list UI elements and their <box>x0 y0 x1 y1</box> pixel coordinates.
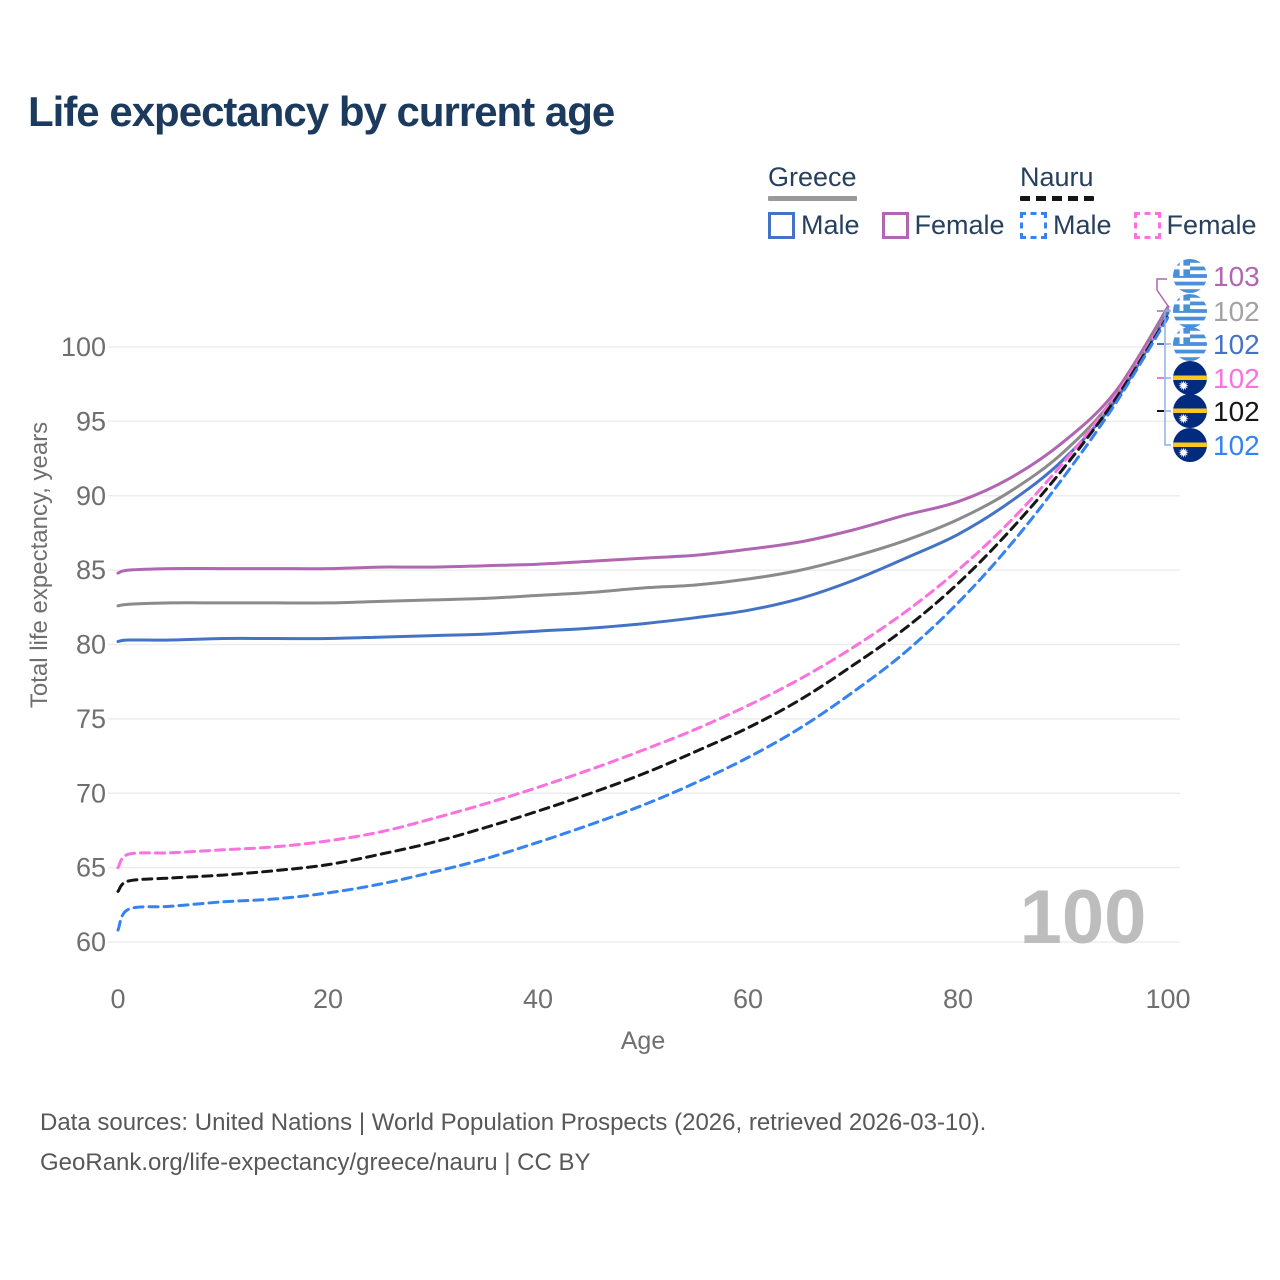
page-title: Life expectancy by current age <box>28 88 615 135</box>
legend-country-greece-label: Greece <box>768 162 857 192</box>
y-axis-title: Total life expectancy, years <box>26 422 53 708</box>
x-tick-label: 60 <box>733 984 763 1014</box>
end-label-value: 102 <box>1213 329 1260 360</box>
legend-group-nauru: Nauru Male Female <box>1020 162 1257 241</box>
y-tick-label: 85 <box>76 555 106 585</box>
nauru-flag-icon <box>1173 428 1207 462</box>
end-label-value: 102 <box>1213 296 1260 327</box>
legend-item-greece-male[interactable]: Male <box>768 210 860 241</box>
legend-item-nauru-female[interactable]: Female <box>1133 210 1257 241</box>
greece-female-label: Female <box>914 210 1005 240</box>
greece-flag-icon <box>1173 294 1207 328</box>
x-tick-label: 80 <box>943 984 973 1014</box>
axis-tick-labels: 60 65 70 75 80 85 90 95 100 0 20 40 60 80 100 <box>61 332 1191 1014</box>
nauru-male-label: Male <box>1053 210 1112 240</box>
end-label-leaders <box>1156 278 1171 446</box>
greece-line-style-swatch <box>768 196 857 201</box>
x-tick-label: 0 <box>110 984 125 1014</box>
y-tick-label: 95 <box>76 406 106 436</box>
footer-data-sources: Data sources: United Nations | World Pop… <box>40 1109 987 1136</box>
legend-group-greece: Greece Male Female <box>768 162 1005 241</box>
series-line-nauru-female[interactable] <box>116 312 1170 870</box>
gridlines <box>108 346 1180 943</box>
greece-flag-icon <box>1173 259 1207 293</box>
nauru-line-style-swatch <box>1020 196 1094 201</box>
series-line-greece-female[interactable] <box>116 305 1170 575</box>
nauru-female-checkbox[interactable] <box>1133 212 1161 239</box>
y-tick-label: 70 <box>76 778 106 808</box>
series-line-nauru-both[interactable] <box>116 314 1170 893</box>
leader-line-top <box>1156 278 1169 307</box>
greece-male-label: Male <box>801 210 860 240</box>
x-tick-label: 20 <box>313 984 343 1014</box>
x-axis-title: Age <box>621 1027 665 1055</box>
leader-bracket <box>1164 308 1171 446</box>
legend-item-nauru-male[interactable]: Male <box>1020 210 1112 241</box>
legend-country-nauru[interactable]: Nauru <box>1020 162 1094 201</box>
y-tick-label: 60 <box>76 927 106 957</box>
legend-country-nauru-label: Nauru <box>1020 162 1094 192</box>
series-line-greece-both[interactable] <box>116 308 1170 608</box>
end-label-value: 102 <box>1213 430 1260 461</box>
greece-female-checkbox[interactable] <box>881 212 909 239</box>
hovered-age-watermark: 100 <box>1020 875 1147 960</box>
nauru-female-label: Female <box>1166 210 1257 240</box>
series-lines <box>116 305 1170 932</box>
nauru-male-checkbox[interactable] <box>1020 212 1047 239</box>
y-tick-label: 80 <box>76 630 106 660</box>
nauru-flag-icon <box>1173 394 1207 428</box>
end-label-value: 102 <box>1213 363 1260 394</box>
y-tick-label: 90 <box>76 481 106 511</box>
y-tick-label: 65 <box>76 853 106 883</box>
series-line-greece-male[interactable] <box>116 311 1170 644</box>
series-line-nauru-male[interactable] <box>116 315 1170 932</box>
footer-attribution: GeoRank.org/life-expectancy/greece/nauru… <box>40 1149 591 1176</box>
greece-male-checkbox[interactable] <box>768 212 795 239</box>
legend-country-greece[interactable]: Greece <box>768 162 857 201</box>
greece-flag-icon <box>1173 327 1207 361</box>
end-label-value: 103 <box>1213 261 1260 292</box>
legend-item-greece-female[interactable]: Female <box>881 210 1005 241</box>
y-tick-label: 75 <box>76 704 106 734</box>
x-tick-label: 100 <box>1145 984 1190 1014</box>
footer: Data sources: United Nations | World Pop… <box>40 1103 986 1183</box>
end-label-value: 102 <box>1213 396 1260 427</box>
x-tick-label: 40 <box>523 984 553 1014</box>
y-tick-label: 100 <box>61 332 106 362</box>
nauru-flag-icon <box>1173 361 1207 395</box>
